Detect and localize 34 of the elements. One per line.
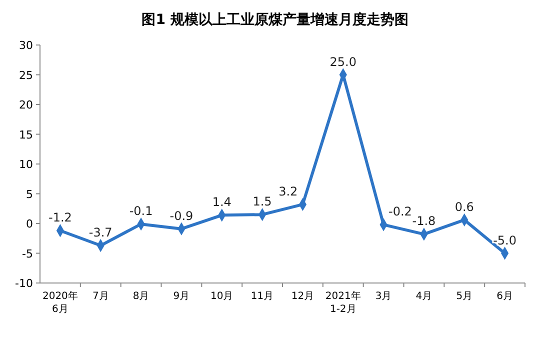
data-label: -0.9 — [170, 208, 194, 223]
x-tick-label: 5月 — [456, 291, 473, 302]
x-tick-label: 10月 — [210, 291, 234, 302]
x-tick-label: 2021年 1-2月 — [325, 290, 361, 315]
x-tick-label: 12月 — [291, 291, 314, 302]
data-label: -1.2 — [48, 210, 72, 225]
y-tick-label: 30 — [19, 39, 33, 52]
x-tick-label: 9月 — [173, 291, 190, 302]
y-tick-label: 10 — [19, 158, 33, 171]
x-tick-label: 6月 — [496, 291, 513, 302]
y-tick-label: 5 — [26, 188, 33, 201]
chart-title: 图1 规模以上工业原煤产量增速月度走势图 — [142, 11, 408, 28]
data-label: -1.8 — [412, 214, 436, 228]
data-label: -3.7 — [88, 226, 112, 240]
y-tick-label: -5 — [22, 247, 33, 260]
y-tick-label: 25 — [19, 68, 33, 82]
x-tick-label: 7月 — [92, 291, 109, 302]
x-tick-label: 4月 — [416, 291, 432, 302]
x-tick-label: 11月 — [250, 291, 274, 302]
data-label: 3.2 — [278, 184, 298, 198]
data-label: 1.5 — [252, 194, 272, 209]
x-tick-label: 8月 — [132, 291, 150, 302]
data-label: 25.0 — [330, 54, 356, 69]
data-label: 1.4 — [212, 195, 232, 210]
x-tick-label: 2020年 6月 — [42, 290, 78, 315]
data-label: -5.0 — [493, 233, 517, 248]
y-tick-label: 15 — [19, 128, 33, 142]
y-tick-label: 20 — [19, 98, 33, 112]
y-tick-label: -10 — [15, 277, 33, 290]
y-tick-label: 0 — [26, 218, 33, 230]
data-label: -0.1 — [129, 204, 153, 218]
data-label: 0.6 — [454, 200, 474, 214]
x-tick-label: 3月 — [375, 291, 392, 302]
data-label: -0.2 — [388, 204, 412, 219]
